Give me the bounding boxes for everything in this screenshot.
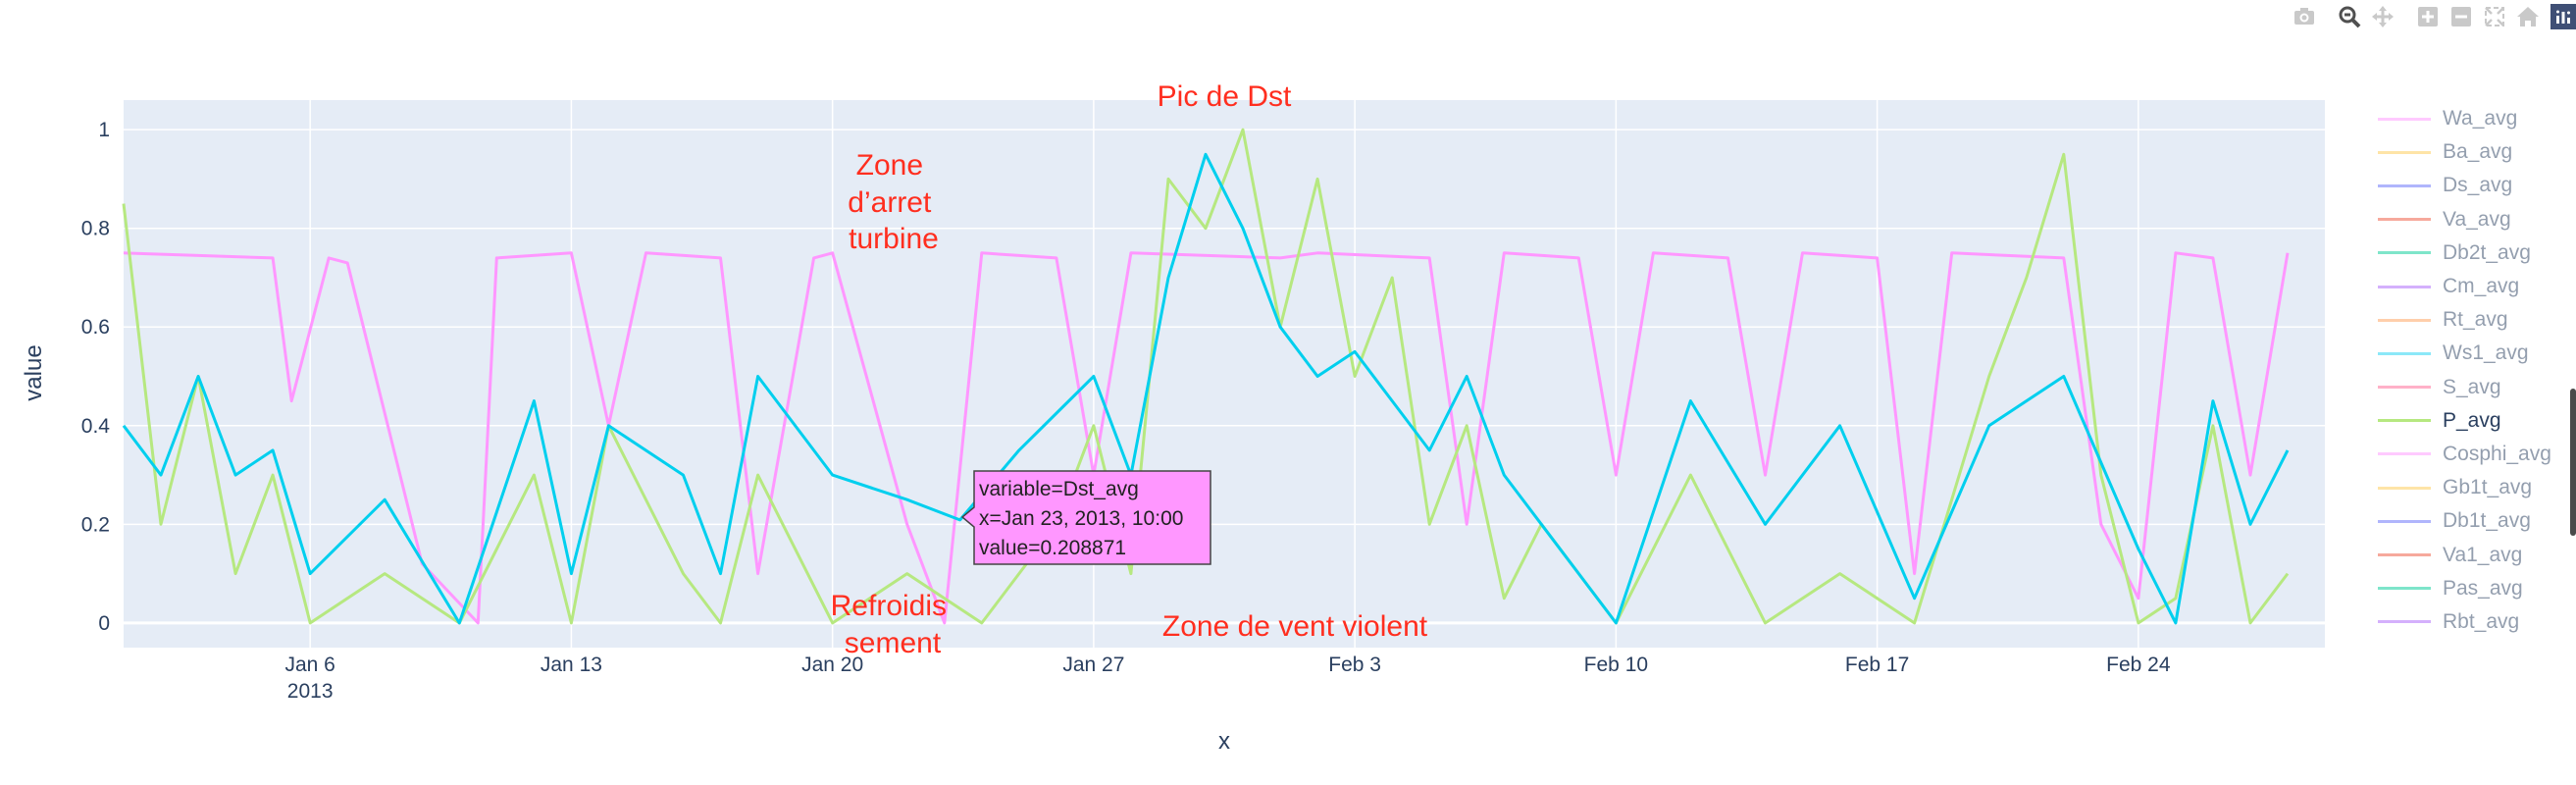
legend-swatch bbox=[2378, 486, 2431, 490]
legend-label: Cm_avg bbox=[2443, 275, 2520, 298]
zoom-in-icon[interactable] bbox=[2411, 2, 2445, 31]
y-tick-label: 0.2 bbox=[81, 513, 110, 536]
hover-x: x=Jan 23, 2013, 10:00 bbox=[979, 507, 1183, 530]
y-tick-label: 0.6 bbox=[81, 316, 110, 339]
x-tick-label: Feb 10 bbox=[1584, 654, 1648, 676]
camera-icon[interactable] bbox=[2288, 2, 2321, 31]
legend-item-db1t-avg[interactable]: Db1t_avg bbox=[2378, 504, 2574, 538]
y-axis-ticks: 0 0.2 0.4 0.6 0.8 1 bbox=[81, 119, 111, 635]
legend-item-va1-avg[interactable]: Va1_avg bbox=[2378, 538, 2574, 571]
legend-item-ds-avg[interactable]: Ds_avg bbox=[2378, 169, 2574, 202]
legend-item-rbt-avg[interactable]: Rbt_avg bbox=[2378, 605, 2574, 639]
y-axis-title: value bbox=[21, 344, 47, 400]
annotation-refroidissement: Refroidis sement bbox=[831, 590, 955, 659]
legend-swatch bbox=[2378, 452, 2431, 456]
legend-swatch bbox=[2378, 318, 2431, 322]
legend-item-cm-avg[interactable]: Cm_avg bbox=[2378, 270, 2574, 303]
home-icon[interactable] bbox=[2511, 2, 2545, 31]
svg-text:variable=Dst_avg x=Jan 2: variable=Dst_avg x=Jan 23, 2013, 10:00 v… bbox=[979, 478, 1189, 559]
legend-item-ws1-avg[interactable]: Ws1_avg bbox=[2378, 337, 2574, 370]
zoom-out-icon[interactable] bbox=[2445, 2, 2478, 31]
legend-swatch bbox=[2378, 419, 2431, 423]
legend-swatch bbox=[2378, 519, 2431, 523]
legend-swatch bbox=[2378, 150, 2431, 154]
series-lines bbox=[122, 128, 2290, 625]
x-axis-title: x bbox=[1218, 728, 1230, 755]
series-line-p-avg bbox=[122, 128, 2290, 625]
legend-item-ba-avg[interactable]: Ba_avg bbox=[2378, 135, 2574, 169]
pan-icon[interactable] bbox=[2366, 2, 2399, 31]
annotation-zone-arret-turbine: Zone d’arret turbine bbox=[848, 149, 939, 255]
legend-label: Rt_avg bbox=[2443, 308, 2508, 332]
legend-label: Db1t_avg bbox=[2443, 509, 2531, 533]
x-tick-label: Jan 27 bbox=[1062, 654, 1124, 676]
legend-label: S_avg bbox=[2443, 375, 2501, 398]
legend-label: Ba_avg bbox=[2443, 140, 2513, 164]
modebar bbox=[2288, 2, 2576, 31]
annotation-pic-de-dst: Pic de Dst bbox=[1158, 80, 1292, 113]
legend-label: P_avg bbox=[2443, 408, 2501, 432]
hover-variable: variable=Dst_avg bbox=[979, 478, 1139, 500]
legend-item-gb1t-avg[interactable]: Gb1t_avg bbox=[2378, 471, 2574, 504]
legend-item-cosphi-avg[interactable]: Cosphi_avg bbox=[2378, 438, 2574, 471]
x-tick-label: Feb 3 bbox=[1328, 654, 1381, 676]
legend-swatch bbox=[2378, 553, 2431, 557]
series-line-dst-avg bbox=[122, 152, 2290, 625]
legend-label: Wa_avg bbox=[2443, 107, 2518, 131]
y-tick-label: 0.4 bbox=[81, 415, 111, 438]
legend-label: Va_avg bbox=[2443, 207, 2511, 231]
legend-swatch bbox=[2378, 587, 2431, 591]
legend-label: Ds_avg bbox=[2443, 174, 2513, 197]
annotation-zone-vent-violent: Zone de vent violent bbox=[1162, 610, 1428, 643]
y-tick-label: 0.8 bbox=[81, 218, 110, 240]
legend-item-va-avg[interactable]: Va_avg bbox=[2378, 203, 2574, 236]
x-tick-year: 2013 bbox=[287, 680, 334, 703]
legend-item-pas-avg[interactable]: Pas_avg bbox=[2378, 572, 2574, 605]
annotations: Pic de Dst Zone d’arret turbine Refroidi… bbox=[831, 80, 1428, 659]
legend-label: Rbt_avg bbox=[2443, 609, 2520, 633]
legend-label: Db2t_avg bbox=[2443, 240, 2531, 264]
legend-label: Ws1_avg bbox=[2443, 341, 2529, 365]
legend-swatch bbox=[2378, 251, 2431, 255]
legend-item-wa-avg[interactable]: Wa_avg bbox=[2378, 102, 2574, 135]
x-tick-label: Jan 6 bbox=[284, 654, 335, 676]
legend-item-p-avg[interactable]: P_avg bbox=[2378, 404, 2574, 438]
x-tick-label: Feb 17 bbox=[1845, 654, 1909, 676]
x-tick-label: Jan 20 bbox=[801, 654, 863, 676]
scrollbar[interactable] bbox=[2570, 389, 2576, 536]
legend-swatch bbox=[2378, 351, 2431, 355]
x-tick-label: Jan 13 bbox=[541, 654, 602, 676]
legend-label: Gb1t_avg bbox=[2443, 476, 2533, 499]
hover-tooltip: variable=Dst_avg x=Jan 23, 2013, 10:00 v… bbox=[960, 470, 1211, 565]
plotly-logo-icon[interactable] bbox=[2550, 4, 2576, 29]
legend-item-rt-avg[interactable]: Rt_avg bbox=[2378, 303, 2574, 337]
legend-swatch bbox=[2378, 386, 2431, 390]
legend-item-db2t-avg[interactable]: Db2t_avg bbox=[2378, 236, 2574, 270]
legend-label: Va1_avg bbox=[2443, 543, 2523, 566]
legend-label: Cosphi_avg bbox=[2443, 442, 2551, 465]
y-tick-label: 1 bbox=[98, 119, 110, 141]
legend-label: Pas_avg bbox=[2443, 576, 2523, 600]
zoom-icon[interactable] bbox=[2333, 2, 2366, 31]
autoscale-icon[interactable] bbox=[2478, 2, 2511, 31]
legend-swatch bbox=[2378, 117, 2431, 121]
series-line-wa-avg bbox=[123, 251, 2290, 625]
legend-swatch bbox=[2378, 285, 2431, 288]
legend-item-s-avg[interactable]: S_avg bbox=[2378, 371, 2574, 404]
legend-swatch bbox=[2378, 620, 2431, 624]
legend: Wa_avg Ba_avg Ds_avg Va_avg Db2t_avg Cm_avg Rt… bbox=[2378, 102, 2574, 639]
x-axis-ticks: Jan 6 2013 Jan 13 Jan 20 Jan 27 Feb 3 Feb 10 Fe… bbox=[284, 654, 2170, 703]
y-tick-label: 0 bbox=[98, 612, 110, 635]
x-tick-label: Feb 24 bbox=[2106, 654, 2171, 676]
legend-swatch bbox=[2378, 218, 2431, 222]
legend-swatch bbox=[2378, 183, 2431, 187]
hover-value: value=0.208871 bbox=[979, 537, 1126, 559]
